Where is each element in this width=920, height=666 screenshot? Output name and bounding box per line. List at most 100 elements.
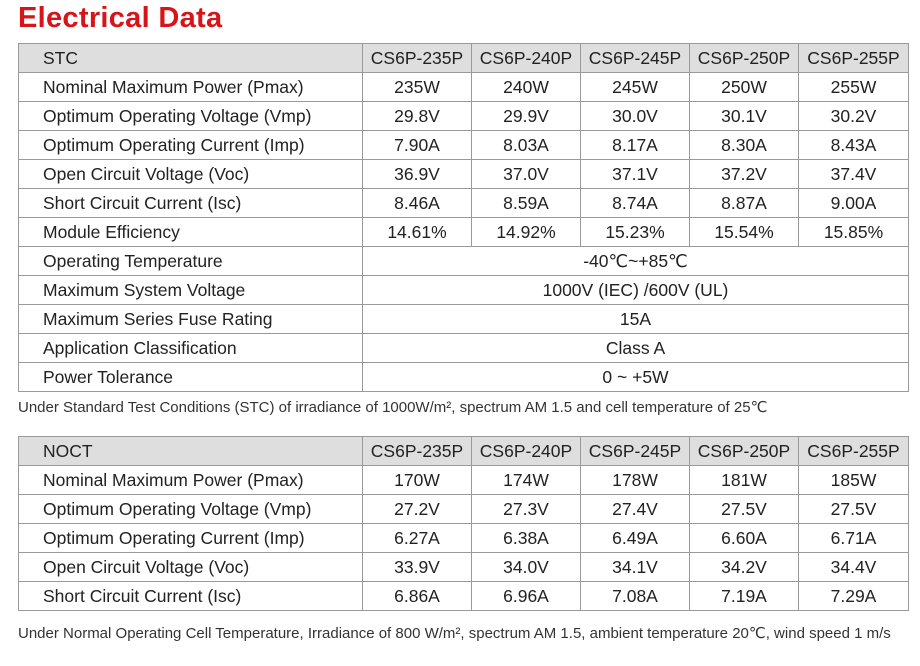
cell: 250W — [689, 72, 799, 102]
cell: 15.85% — [798, 217, 909, 247]
cell: 33.9V — [362, 552, 472, 582]
row-label: Maximum System Voltage — [18, 275, 363, 305]
cell: CS6P-255P — [798, 43, 909, 73]
row-label: Optimum Operating Voltage (Vmp) — [18, 494, 363, 524]
row-label: Power Tolerance — [18, 362, 363, 392]
cell: 15.23% — [580, 217, 690, 247]
cell: 8.87A — [689, 188, 799, 218]
cell: 27.5V — [689, 494, 799, 524]
cell: CS6P-245P — [580, 436, 690, 466]
cell: 37.2V — [689, 159, 799, 189]
row-label: Nominal Maximum Power (Pmax) — [18, 465, 363, 495]
cell: 7.90A — [362, 130, 472, 160]
table-row: Application Classification Class A — [18, 333, 909, 363]
cell: 37.0V — [471, 159, 581, 189]
cell: 6.38A — [471, 523, 581, 553]
cell: 240W — [471, 72, 581, 102]
table-row: Maximum Series Fuse Rating 15A — [18, 304, 909, 334]
cell: 8.74A — [580, 188, 690, 218]
cell: CS6P-250P — [689, 436, 799, 466]
cell: 8.43A — [798, 130, 909, 160]
cell: 6.86A — [362, 581, 472, 611]
cell: 34.0V — [471, 552, 581, 582]
cell: 37.4V — [798, 159, 909, 189]
cell: 7.19A — [689, 581, 799, 611]
cell: 245W — [580, 72, 690, 102]
cell: CS6P-240P — [471, 43, 581, 73]
row-label: Application Classification — [18, 333, 363, 363]
cell: CS6P-235P — [362, 43, 472, 73]
cell: 30.0V — [580, 101, 690, 131]
cell: 15A — [362, 304, 909, 334]
cell: 34.1V — [580, 552, 690, 582]
noct-note: Under Normal Operating Cell Temperature,… — [18, 625, 891, 642]
cell: 6.27A — [362, 523, 472, 553]
stc-table: STC CS6P-235P CS6P-240P CS6P-245P CS6P-250P C… — [18, 43, 909, 392]
cell: -40℃~+85℃ — [362, 246, 909, 276]
cell: 174W — [471, 465, 581, 495]
row-label: Optimum Operating Current (Imp) — [18, 523, 363, 553]
page-title: Electrical Data — [18, 2, 223, 34]
cell: 29.8V — [362, 101, 472, 131]
cell: 29.9V — [471, 101, 581, 131]
row-label: Short Circuit Current (Isc) — [18, 188, 363, 218]
cell: 8.17A — [580, 130, 690, 160]
row-label: Optimum Operating Current (Imp) — [18, 130, 363, 160]
cell: CS6P-235P — [362, 436, 472, 466]
cell: 30.1V — [689, 101, 799, 131]
cell: 8.30A — [689, 130, 799, 160]
row-label: Nominal Maximum Power (Pmax) — [18, 72, 363, 102]
row-label: Maximum Series Fuse Rating — [18, 304, 363, 334]
row-label: Module Efficiency — [18, 217, 363, 247]
cell: 6.96A — [471, 581, 581, 611]
noct-table: NOCT CS6P-235P CS6P-240P CS6P-245P CS6P-250P… — [18, 436, 909, 611]
cell: 9.00A — [798, 188, 909, 218]
cell: 37.1V — [580, 159, 690, 189]
cell: 178W — [580, 465, 690, 495]
table-row: Short Circuit Current (Isc) 6.86A 6.96A 7.0… — [18, 581, 909, 611]
row-label: Optimum Operating Voltage (Vmp) — [18, 101, 363, 131]
cell: CS6P-255P — [798, 436, 909, 466]
cell: Class A — [362, 333, 909, 363]
row-label: Open Circuit Voltage (Voc) — [18, 159, 363, 189]
cell: CS6P-240P — [471, 436, 581, 466]
table-row: Module Efficiency 14.61% 14.92% 15.23% 15.54… — [18, 217, 909, 247]
table-row: Open Circuit Voltage (Voc) 36.9V 37.0V 37.1… — [18, 159, 909, 189]
cell: 36.9V — [362, 159, 472, 189]
table-row: Optimum Operating Voltage (Vmp) 27.2V 27.3… — [18, 494, 909, 524]
cell: 6.49A — [580, 523, 690, 553]
cell: 8.03A — [471, 130, 581, 160]
row-label: Short Circuit Current (Isc) — [18, 581, 363, 611]
table-row: Short Circuit Current (Isc) 8.46A 8.59A 8.7… — [18, 188, 909, 218]
table-row: Nominal Maximum Power (Pmax) 170W 174W 178W… — [18, 465, 909, 495]
table-row: Nominal Maximum Power (Pmax) 235W 240W 245W… — [18, 72, 909, 102]
cell: CS6P-250P — [689, 43, 799, 73]
cell: 235W — [362, 72, 472, 102]
cell: 255W — [798, 72, 909, 102]
cell: 27.3V — [471, 494, 581, 524]
cell: 27.4V — [580, 494, 690, 524]
cell: 185W — [798, 465, 909, 495]
stc-note: Under Standard Test Conditions (STC) of … — [18, 399, 768, 416]
cell: 15.54% — [689, 217, 799, 247]
table-row: Optimum Operating Current (Imp) 6.27A 6.38… — [18, 523, 909, 553]
table-row: Power Tolerance 0 ~ +5W — [18, 362, 909, 392]
cell: CS6P-245P — [580, 43, 690, 73]
cell: 27.5V — [798, 494, 909, 524]
cell: 0 ~ +5W — [362, 362, 909, 392]
cell: 27.2V — [362, 494, 472, 524]
cell: 14.92% — [471, 217, 581, 247]
row-label: Operating Temperature — [18, 246, 363, 276]
header-row: NOCT CS6P-235P CS6P-240P CS6P-245P CS6P-250P… — [18, 436, 909, 466]
row-label: STC — [18, 43, 363, 73]
cell: 34.4V — [798, 552, 909, 582]
table-row: Open Circuit Voltage (Voc) 33.9V 34.0V 34.1… — [18, 552, 909, 582]
cell: 7.08A — [580, 581, 690, 611]
cell: 6.60A — [689, 523, 799, 553]
cell: 170W — [362, 465, 472, 495]
cell: 6.71A — [798, 523, 909, 553]
row-label: NOCT — [18, 436, 363, 466]
row-label: Open Circuit Voltage (Voc) — [18, 552, 363, 582]
cell: 30.2V — [798, 101, 909, 131]
